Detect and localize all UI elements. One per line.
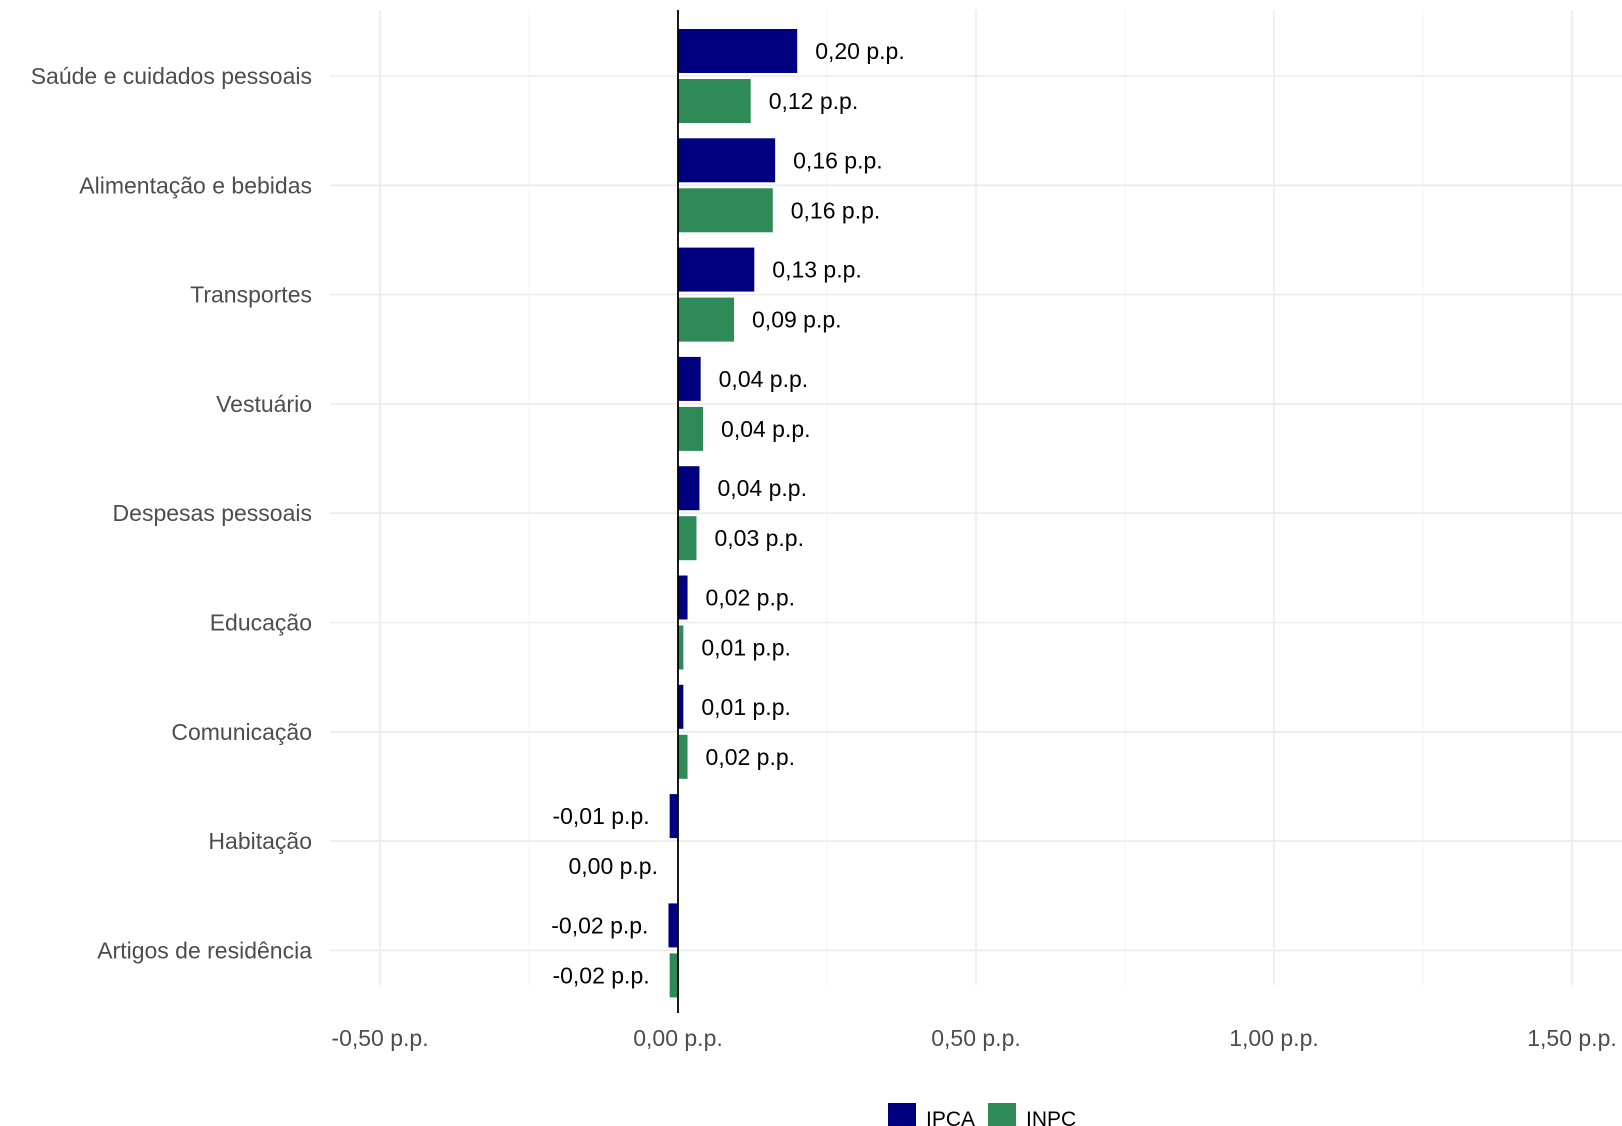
x-tick-label: -0,50 p.p.	[331, 1025, 428, 1051]
labels-layer: 0,20 p.p. 0,16 p.p. 0,13 p.p. 0,04 p.p. 0,04…	[551, 38, 904, 988]
grid-layer	[330, 10, 1622, 985]
data-label: 0,16 p.p.	[791, 197, 881, 223]
bar-inpc	[678, 625, 684, 670]
bar-ipca	[678, 356, 701, 401]
data-label: -0,02 p.p.	[551, 912, 648, 938]
category-label: Educação	[210, 610, 312, 636]
legend-label: IPCA	[926, 1108, 975, 1126]
data-label: 0,04 p.p.	[717, 475, 807, 501]
data-label: 0,03 p.p.	[714, 525, 804, 551]
data-label: 0,04 p.p.	[721, 416, 811, 442]
bar-ipca	[678, 247, 755, 292]
bar-ipca	[678, 29, 798, 73]
bar-ipca	[678, 684, 684, 729]
data-label: 0,04 p.p.	[719, 366, 809, 392]
category-label: Alimentação e bebidas	[79, 172, 312, 198]
data-label: 0,13 p.p.	[772, 257, 862, 283]
data-label: 0,09 p.p.	[752, 307, 842, 333]
data-label: -0,01 p.p.	[552, 803, 649, 829]
category-label: Despesas pessoais	[113, 500, 312, 526]
category-label: Artigos de residência	[97, 937, 312, 963]
data-label: 0,16 p.p.	[793, 147, 883, 173]
data-label: 0,02 p.p.	[706, 744, 796, 770]
x-tick-label: 0,50 p.p.	[931, 1025, 1021, 1051]
bar-ipca	[678, 138, 776, 183]
data-label: -0,02 p.p.	[552, 962, 649, 988]
category-label: Comunicação	[171, 719, 312, 745]
bar-ipca	[669, 794, 678, 839]
x-tick-label: 1,50 p.p.	[1527, 1025, 1617, 1051]
bar-inpc	[678, 406, 704, 451]
bar-inpc	[678, 516, 697, 561]
data-label: 0,20 p.p.	[815, 38, 905, 64]
bar-inpc	[678, 188, 773, 233]
data-label: 0,12 p.p.	[769, 88, 859, 114]
bar-ipca	[678, 466, 700, 511]
bars-layer	[668, 29, 798, 998]
category-label: Vestuário	[216, 391, 312, 417]
bar-inpc	[669, 953, 678, 998]
legend-label: INPC	[1026, 1108, 1076, 1126]
bar-ipca	[678, 575, 688, 620]
bar-ipca	[668, 903, 678, 948]
data-label: 0,01 p.p.	[701, 694, 791, 720]
x-tick-label: 1,00 p.p.	[1229, 1025, 1319, 1051]
bar-inpc	[678, 734, 688, 779]
data-label: 0,01 p.p.	[701, 635, 791, 661]
data-label: 0,02 p.p.	[706, 585, 796, 611]
axis-layer: Saúde e cuidados pessoais Alimentação e b…	[31, 10, 1617, 1051]
legend: IPCA INPC	[888, 1103, 1076, 1126]
category-label: Transportes	[190, 282, 312, 308]
legend-swatch-ipca	[888, 1103, 916, 1126]
bar-inpc	[678, 297, 735, 342]
legend-swatch-inpc	[988, 1103, 1016, 1126]
x-tick-label: 0,00 p.p.	[633, 1025, 723, 1051]
category-label: Habitação	[208, 828, 312, 854]
data-label: 0,00 p.p.	[568, 853, 658, 879]
category-label: Saúde e cuidados pessoais	[31, 63, 312, 89]
bar-inpc	[678, 79, 751, 123]
